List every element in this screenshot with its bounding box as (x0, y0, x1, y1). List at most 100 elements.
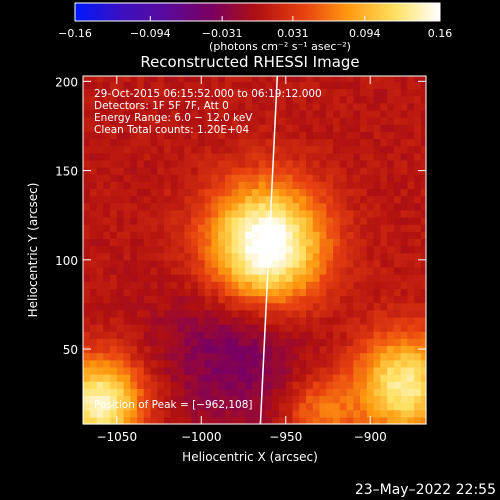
heatmap-cell (83, 352, 91, 361)
heatmap-cell (299, 295, 307, 304)
heatmap-cell (279, 88, 287, 97)
heatmap-cell (231, 366, 240, 375)
heatmap-cell (96, 395, 104, 404)
heatmap-cell (400, 195, 409, 204)
heatmap-cell (204, 124, 213, 132)
heatmap-cell (116, 281, 125, 289)
heatmap-cell (279, 274, 287, 282)
heatmap-cell (184, 231, 192, 239)
heatmap-cell (366, 238, 375, 247)
heatmap-cell (346, 324, 354, 332)
heatmap-cell (137, 302, 145, 311)
heatmap-cell (393, 274, 402, 282)
heatmap-cell (299, 338, 307, 347)
heatmap-cell (326, 81, 334, 90)
heatmap-cell (130, 416, 138, 425)
heatmap-cell (143, 202, 152, 211)
heatmap-cell (89, 409, 98, 418)
heatmap-cell (400, 395, 409, 404)
heatmap-cell (224, 159, 233, 168)
heatmap-cell (150, 224, 158, 232)
heatmap-cell (184, 209, 192, 218)
heatmap-cell (326, 366, 334, 375)
heatmap-cell (366, 209, 375, 218)
heatmap-cell (312, 259, 321, 268)
heatmap-cell (211, 345, 219, 354)
heatmap-cell (177, 402, 185, 411)
heatmap-cell (96, 374, 104, 382)
heatmap-cell (414, 366, 422, 375)
heatmap-cell (387, 209, 395, 218)
heatmap-cell (137, 359, 145, 368)
heatmap-cell (231, 231, 240, 239)
heatmap-cell (407, 388, 415, 397)
heatmap-cell (299, 138, 307, 147)
heatmap-cell (387, 238, 395, 247)
heatmap-cell (387, 252, 395, 261)
heatmap-cell (285, 152, 294, 161)
heatmap-cell (407, 274, 415, 282)
heatmap-cell (143, 231, 152, 239)
heatmap-cell (150, 238, 158, 247)
heatmap-cell (312, 188, 321, 197)
heatmap-cell (292, 252, 300, 261)
heatmap-cell (387, 295, 395, 304)
heatmap-cell (400, 274, 409, 282)
heatmap-cell (393, 181, 402, 190)
heatmap-cell (150, 188, 158, 197)
heatmap-cell (116, 117, 125, 125)
heatmap-cell (387, 102, 395, 111)
heatmap-cell (197, 309, 206, 318)
heatmap-cell (96, 259, 104, 268)
heatmap-cell (164, 331, 172, 339)
heatmap-cell (407, 238, 415, 247)
info-annotation: 29-Oct-2015 06:15:52.000 to 06:19:12.000… (94, 88, 322, 136)
heatmap-cell (110, 188, 118, 197)
heatmap-cell (319, 76, 327, 82)
heatmap-cell (89, 252, 98, 261)
heatmap-cell (279, 409, 287, 418)
heatmap-cell (238, 238, 246, 247)
heatmap-cell (319, 102, 327, 111)
heatmap-cell (89, 295, 98, 304)
heatmap-cell (326, 359, 334, 368)
heatmap-cell (339, 302, 348, 311)
heatmap-cell (116, 224, 125, 232)
peak-position-label: Position of Peak = [−962,108] (94, 399, 253, 411)
heatmap-cell (251, 174, 260, 182)
heatmap-cell (96, 338, 104, 347)
heatmap-cell (184, 174, 192, 182)
heatmap-cell (353, 117, 361, 125)
heatmap-cell (387, 316, 395, 325)
heatmap-cell (306, 159, 314, 168)
heatmap-cell (333, 395, 341, 404)
heatmap-cell (123, 352, 131, 361)
heatmap-cell (224, 338, 233, 347)
heatmap-cell (191, 81, 199, 90)
heatmap-cell (191, 345, 199, 354)
heatmap-cell (143, 152, 152, 161)
heatmap-cell (224, 345, 233, 354)
heatmap-cell (238, 209, 246, 218)
heatmap-cell (157, 324, 165, 332)
heatmap-cell (312, 81, 321, 90)
heatmap-cell (380, 388, 388, 397)
heatmap-cell (306, 224, 314, 232)
heatmap-cell (306, 76, 314, 82)
heatmap-cell (204, 302, 213, 311)
heatmap-cell (285, 288, 294, 297)
heatmap-cell (333, 416, 341, 425)
heatmap-cell (103, 381, 111, 389)
heatmap-cell (272, 352, 280, 361)
heatmap-cell (407, 381, 415, 389)
heatmap-cell (279, 295, 287, 304)
heatmap-cell (83, 145, 91, 154)
heatmap-cell (143, 117, 152, 125)
heatmap-cell (224, 209, 233, 218)
heatmap-cell (258, 316, 267, 325)
heatmap-cell (157, 209, 165, 218)
heatmap-cell (393, 288, 402, 297)
heatmap-cell (96, 416, 104, 425)
heatmap-cell (238, 316, 246, 325)
heatmap-cell (238, 102, 246, 111)
